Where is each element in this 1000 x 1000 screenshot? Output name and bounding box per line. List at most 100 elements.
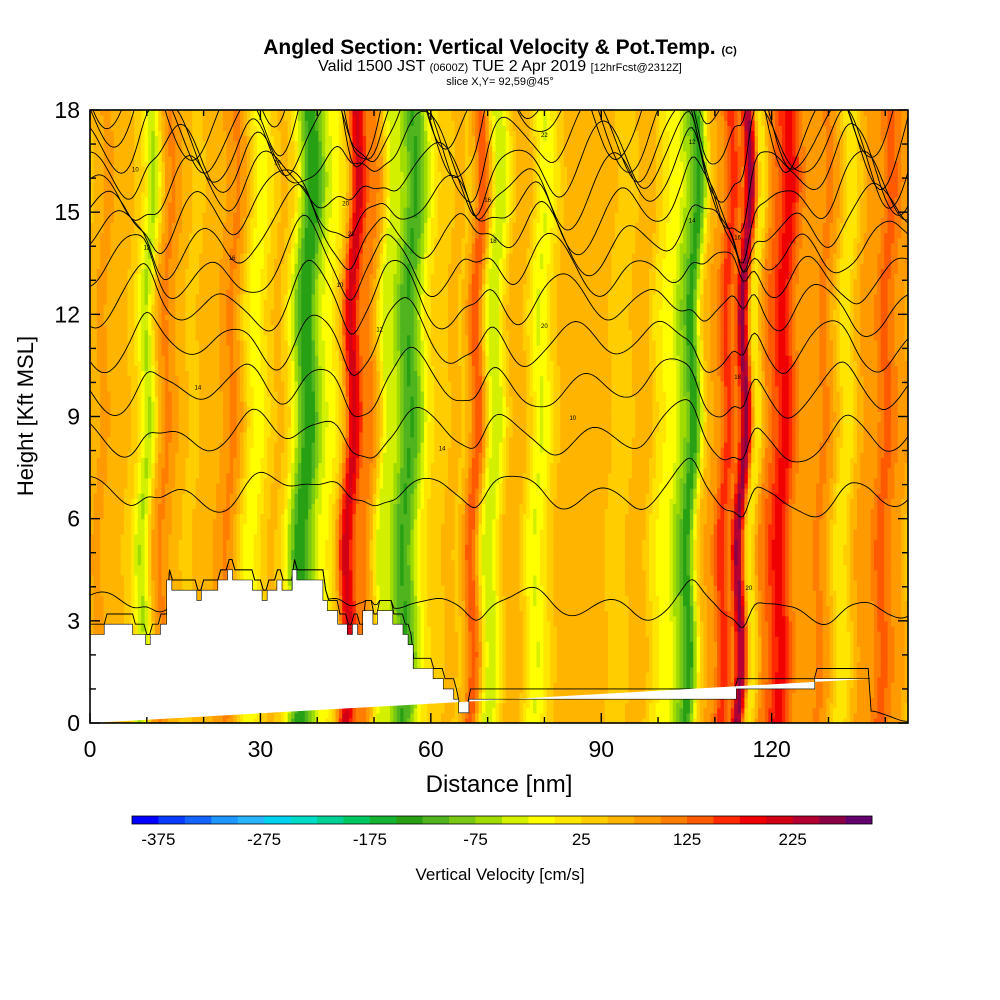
velocity-cell bbox=[550, 671, 555, 678]
velocity-cell bbox=[625, 620, 630, 627]
velocity-cell bbox=[222, 712, 227, 719]
velocity-cell bbox=[420, 712, 425, 719]
velocity-cell bbox=[573, 651, 578, 658]
velocity-cell bbox=[468, 717, 473, 723]
velocity-cell bbox=[311, 707, 316, 714]
velocity-cell bbox=[744, 702, 749, 709]
velocity-cell bbox=[447, 712, 452, 719]
velocity-cell bbox=[706, 712, 711, 719]
velocity-cell bbox=[860, 641, 865, 647]
velocity-cell bbox=[659, 682, 664, 688]
velocity-cell bbox=[863, 656, 868, 663]
velocity-cell bbox=[693, 615, 698, 622]
velocity-cell bbox=[713, 646, 718, 653]
velocity-cell bbox=[359, 615, 364, 622]
velocity-cell bbox=[526, 656, 531, 663]
velocity-cell bbox=[505, 666, 510, 673]
velocity-cell bbox=[740, 651, 745, 658]
velocity-cell bbox=[884, 636, 889, 642]
velocity-cell bbox=[447, 707, 452, 714]
velocity-cell bbox=[601, 682, 606, 688]
velocity-cell bbox=[611, 615, 616, 622]
velocity-cell bbox=[812, 697, 817, 704]
velocity-cell bbox=[897, 692, 902, 699]
velocity-cell bbox=[536, 631, 541, 637]
velocity-cell bbox=[502, 717, 507, 723]
velocity-cell bbox=[478, 631, 483, 637]
velocity-cell bbox=[686, 712, 691, 719]
velocity-cell bbox=[894, 620, 899, 627]
velocity-cell bbox=[904, 646, 908, 653]
velocity-cell bbox=[676, 636, 681, 642]
velocity-cell bbox=[805, 671, 810, 678]
velocity-cell bbox=[730, 671, 735, 678]
velocity-cell bbox=[587, 631, 592, 637]
velocity-cell bbox=[870, 666, 875, 673]
velocity-cell bbox=[696, 697, 701, 704]
velocity-cell bbox=[546, 677, 551, 683]
velocity-cell bbox=[580, 682, 585, 688]
velocity-cell bbox=[717, 717, 722, 723]
velocity-cell bbox=[604, 646, 609, 653]
velocity-cell bbox=[591, 615, 596, 622]
velocity-cell bbox=[781, 656, 786, 663]
velocity-cell bbox=[846, 666, 851, 673]
velocity-cell bbox=[563, 666, 568, 673]
velocity-cell bbox=[556, 651, 561, 658]
velocity-cell bbox=[400, 615, 405, 622]
velocity-cell bbox=[727, 682, 732, 688]
velocity-cell bbox=[447, 620, 452, 627]
velocity-cell bbox=[676, 661, 681, 668]
velocity-cell bbox=[546, 615, 551, 622]
velocity-cell bbox=[843, 631, 848, 637]
velocity-cell bbox=[788, 661, 793, 668]
velocity-cell bbox=[352, 620, 357, 627]
velocity-cell bbox=[734, 717, 739, 723]
velocity-cell bbox=[672, 677, 677, 683]
velocity-cell bbox=[519, 636, 524, 642]
velocity-cell bbox=[519, 661, 524, 668]
velocity-cell bbox=[812, 636, 817, 642]
velocity-cell bbox=[648, 677, 653, 683]
velocity-cell bbox=[410, 615, 415, 622]
velocity-cell bbox=[764, 712, 769, 719]
velocity-cell bbox=[655, 702, 660, 709]
velocity-cell bbox=[628, 646, 633, 653]
velocity-cell bbox=[550, 666, 555, 673]
velocity-cell bbox=[584, 631, 589, 637]
velocity-cell bbox=[740, 656, 745, 663]
velocity-cell bbox=[700, 651, 705, 658]
velocity-cell bbox=[321, 707, 326, 714]
velocity-cell bbox=[666, 671, 671, 678]
velocity-cell bbox=[601, 717, 606, 723]
velocity-cell bbox=[519, 615, 524, 622]
velocity-cell bbox=[863, 687, 868, 693]
velocity-cell bbox=[451, 717, 456, 723]
velocity-cell bbox=[723, 666, 728, 673]
velocity-cell bbox=[611, 707, 616, 714]
velocity-cell bbox=[853, 656, 858, 663]
velocity-cell bbox=[556, 697, 561, 704]
velocity-cell bbox=[839, 671, 844, 678]
velocity-cell bbox=[635, 636, 640, 642]
velocity-cell bbox=[638, 671, 643, 678]
velocity-cell bbox=[795, 661, 800, 668]
velocity-cell bbox=[863, 666, 868, 673]
velocity-cell bbox=[608, 717, 613, 723]
velocity-cell bbox=[577, 712, 582, 719]
velocity-cell bbox=[655, 677, 660, 683]
velocity-cell bbox=[648, 712, 653, 719]
velocity-cell bbox=[850, 666, 855, 673]
velocity-cell bbox=[850, 646, 855, 653]
velocity-cell bbox=[621, 620, 626, 627]
velocity-cell bbox=[696, 671, 701, 678]
velocity-cell bbox=[461, 687, 466, 693]
velocity-cell bbox=[502, 641, 507, 647]
velocity-cell bbox=[717, 631, 722, 637]
velocity-cell bbox=[454, 717, 459, 723]
velocity-cell bbox=[846, 682, 851, 688]
velocity-cell bbox=[631, 661, 636, 668]
velocity-cell bbox=[894, 692, 899, 699]
velocity-cell bbox=[454, 707, 459, 714]
velocity-cell bbox=[635, 641, 640, 647]
